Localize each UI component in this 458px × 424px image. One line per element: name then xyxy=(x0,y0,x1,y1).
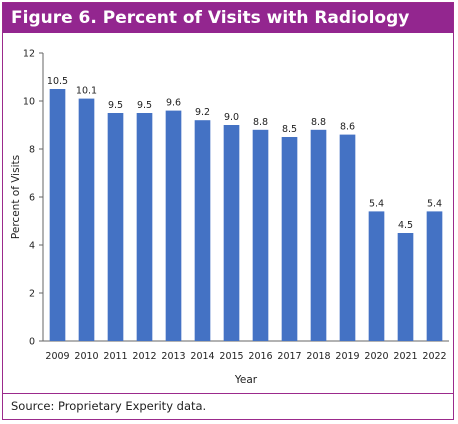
data-label: 9.5 xyxy=(137,100,152,111)
x-tick-label: 2020 xyxy=(364,351,388,362)
data-label: 8.6 xyxy=(340,122,355,133)
data-label: 9.5 xyxy=(108,100,123,111)
data-label: 4.5 xyxy=(398,220,413,231)
x-tick-label: 2009 xyxy=(45,351,69,362)
data-label: 9.0 xyxy=(224,112,239,123)
bar xyxy=(107,113,124,341)
x-axis-title: Year xyxy=(234,374,258,386)
bar xyxy=(49,89,66,341)
x-tick-label: 2019 xyxy=(335,351,359,362)
x-tick-label: 2022 xyxy=(422,351,446,362)
figure-title: Figure 6. Percent of Visits with Radiolo… xyxy=(3,3,453,33)
data-label: 10.1 xyxy=(76,86,97,97)
data-label: 8.8 xyxy=(311,117,326,128)
y-tick-label: 8 xyxy=(29,145,35,156)
figure-frame: Figure 6. Percent of Visits with Radiolo… xyxy=(2,2,454,420)
bar xyxy=(368,211,385,341)
y-tick-label: 4 xyxy=(29,241,35,252)
x-tick-label: 2011 xyxy=(103,351,127,362)
data-label: 5.4 xyxy=(427,198,442,209)
data-label: 8.8 xyxy=(253,117,268,128)
data-label: 9.2 xyxy=(195,107,210,118)
bar xyxy=(397,233,414,341)
x-tick-label: 2021 xyxy=(393,351,417,362)
bar xyxy=(281,137,298,341)
y-tick-label: 0 xyxy=(29,337,35,348)
chart-area: 0 2 4 6 8 10 12 10.5 2009 10.1 2010 9.5 2011 9.5 2012 9… xyxy=(3,33,453,393)
bar-chart: 0 2 4 6 8 10 12 10.5 2009 10.1 2010 9.5 2011 9.5 2012 9… xyxy=(10,49,449,386)
bar xyxy=(223,125,240,341)
x-tick-label: 2014 xyxy=(190,351,214,362)
x-tick-label: 2018 xyxy=(306,351,330,362)
y-tick-label: 10 xyxy=(23,97,35,108)
bar xyxy=(78,98,95,341)
bar xyxy=(426,211,443,341)
data-label: 10.5 xyxy=(47,76,68,87)
y-axis-title: Percent of Visits xyxy=(10,155,22,239)
x-tick-label: 2010 xyxy=(74,351,98,362)
data-label: 9.6 xyxy=(166,98,181,109)
x-tick-label: 2012 xyxy=(132,351,156,362)
y-tick-label: 6 xyxy=(29,193,35,204)
bar xyxy=(310,129,327,341)
bar xyxy=(252,129,269,341)
bar xyxy=(136,113,153,341)
source-note: Source: Proprietary Experity data. xyxy=(11,399,207,413)
bar xyxy=(194,120,211,341)
y-tick-label: 2 xyxy=(29,289,35,300)
data-label: 5.4 xyxy=(369,198,384,209)
x-tick-label: 2013 xyxy=(161,351,185,362)
bar xyxy=(339,134,356,341)
bar xyxy=(165,110,182,341)
x-tick-label: 2015 xyxy=(219,351,243,362)
y-tick-label: 12 xyxy=(23,49,35,60)
source-divider xyxy=(3,393,453,394)
x-tick-label: 2016 xyxy=(248,351,272,362)
x-tick-label: 2017 xyxy=(277,351,301,362)
data-label: 8.5 xyxy=(282,124,297,135)
